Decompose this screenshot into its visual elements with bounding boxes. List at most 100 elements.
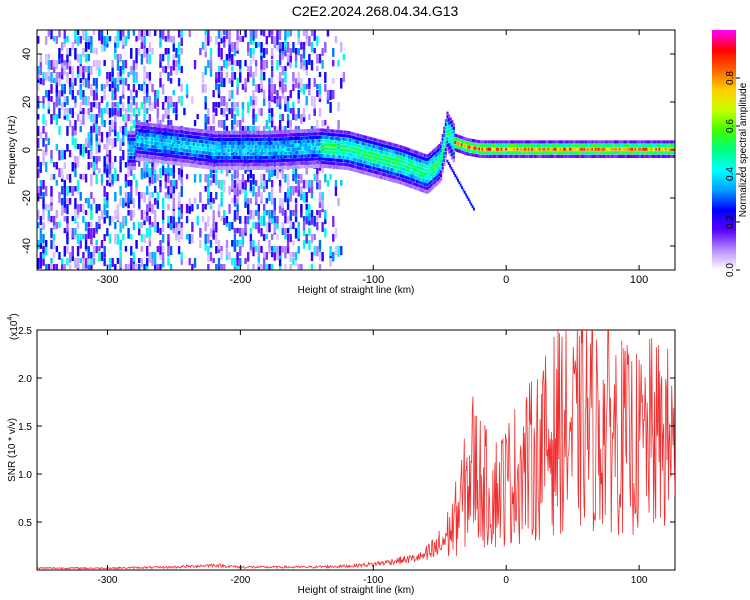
heatmap-cell <box>58 48 61 59</box>
heatmap-cell <box>148 216 152 225</box>
heatmap-cell <box>594 151 597 155</box>
heatmap-cell <box>44 204 48 211</box>
heatmap-cell <box>95 60 98 71</box>
heatmap-cell <box>631 144 634 148</box>
heatmap-cell <box>47 96 51 107</box>
heatmap-cell <box>236 36 239 45</box>
heatmap-cell <box>135 54 138 64</box>
heatmap-cell <box>613 151 617 155</box>
heatmap-cell <box>203 136 207 141</box>
heatmap-cell <box>483 140 486 144</box>
heatmap-cell <box>315 128 318 132</box>
heatmap-cell <box>152 145 156 149</box>
heatmap-cell <box>324 210 327 220</box>
heatmap-cell <box>652 151 655 155</box>
heatmap-cell <box>79 78 82 84</box>
heatmap-cell <box>430 183 433 187</box>
heatmap-cell <box>106 108 109 115</box>
heatmap-cell <box>128 145 132 149</box>
heatmap-cell <box>556 144 559 148</box>
heatmap-cell <box>369 144 373 148</box>
heatmap-cell <box>412 164 416 168</box>
heatmap-cell <box>494 144 497 148</box>
heatmap-cell <box>278 133 282 138</box>
heatmap-cell <box>282 158 285 163</box>
heatmap-cell <box>237 141 240 145</box>
snr-x-ticks: -300 -200 -100 0 100 <box>97 330 648 586</box>
heatmap-cell <box>358 155 361 159</box>
heatmap-cell <box>341 162 344 166</box>
heatmap-cell <box>227 156 231 160</box>
heatmap-cell <box>556 154 559 158</box>
heatmap-cell <box>95 48 98 55</box>
heatmap-cell <box>223 210 226 218</box>
heatmap-cell <box>183 159 186 163</box>
heatmap-cell <box>494 140 497 144</box>
heatmap-cell <box>44 246 48 256</box>
heatmap-cell <box>425 168 428 173</box>
heatmap-cell <box>218 141 221 145</box>
heatmap-cell <box>177 192 181 202</box>
heatmap-cell <box>435 150 438 154</box>
heatmap-cell <box>645 151 648 155</box>
heatmap-cell <box>395 176 398 180</box>
heatmap-cell <box>231 152 234 156</box>
heatmap-cell <box>207 133 210 137</box>
heatmap-cell <box>487 147 491 151</box>
heatmap-cell <box>433 173 436 177</box>
heatmap-cell <box>58 192 61 203</box>
heatmap-cell <box>559 140 562 144</box>
heatmap-cell <box>236 258 239 266</box>
heatmap-cell <box>258 166 261 170</box>
heatmap-cell <box>443 162 446 166</box>
heatmap-cell <box>261 152 264 156</box>
heatmap-cell <box>108 120 112 126</box>
heatmap-cell <box>309 157 312 161</box>
heatmap-cell <box>270 141 274 145</box>
heatmap-cell <box>247 159 250 163</box>
heatmap-cell <box>233 234 237 244</box>
heatmap-cell <box>503 144 507 148</box>
heatmap-cell <box>184 134 188 138</box>
heatmap-cell <box>226 148 229 152</box>
heatmap-cell <box>68 252 72 263</box>
heatmap-cell <box>213 141 216 145</box>
heatmap-cell <box>486 144 489 148</box>
heatmap-cell <box>543 151 546 155</box>
heatmap-cell <box>162 135 165 139</box>
heatmap-cell <box>153 222 157 233</box>
heatmap-cell <box>221 163 224 167</box>
heatmap-cell <box>136 150 140 154</box>
heatmap-cell <box>219 141 223 145</box>
heatmap-cell <box>455 137 459 142</box>
heatmap-cell <box>304 139 307 144</box>
heatmap-cell <box>286 114 290 121</box>
heatmap-cell <box>460 143 463 147</box>
heatmap-cell <box>656 144 660 148</box>
heatmap-cell <box>193 258 197 268</box>
heatmap-cell <box>553 140 556 144</box>
heatmap-cell <box>151 252 154 259</box>
heatmap-cell <box>647 144 650 148</box>
heatmap-cell <box>132 108 136 117</box>
heatmap-cell <box>476 150 479 154</box>
heatmap-cell <box>98 144 101 153</box>
heatmap-cell <box>623 147 626 151</box>
heatmap-cell <box>208 158 211 163</box>
heatmap-cell <box>178 151 181 155</box>
heatmap-cell <box>164 192 167 199</box>
heatmap-cell <box>264 148 267 152</box>
heatmap-cell <box>307 157 310 161</box>
heatmap-cell <box>293 151 296 155</box>
heatmap-cell <box>567 140 570 144</box>
heatmap-cell <box>135 139 138 143</box>
heatmap-cell <box>545 144 548 148</box>
heatmap-cell <box>37 222 40 229</box>
heatmap-cell <box>281 168 284 179</box>
heatmap-cell <box>333 129 336 133</box>
heatmap-cell <box>199 228 202 238</box>
heatmap-cell <box>441 137 444 141</box>
heatmap-cell <box>225 168 229 177</box>
heatmap-cell <box>60 66 64 76</box>
heatmap-cell <box>157 145 160 149</box>
